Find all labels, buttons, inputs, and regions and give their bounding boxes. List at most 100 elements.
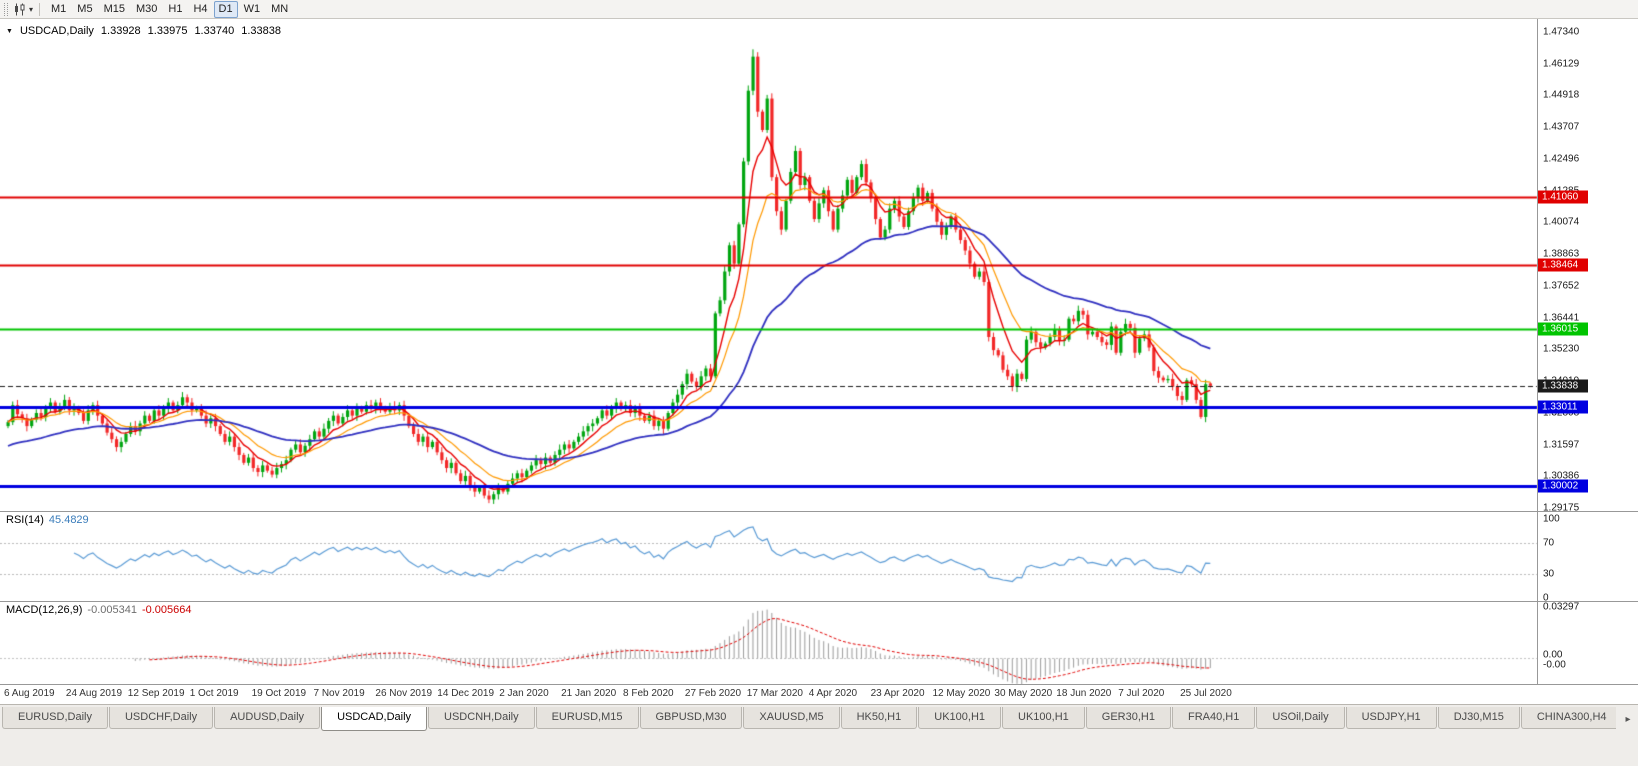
candlestick-chart-icon[interactable] xyxy=(12,3,28,16)
timeframe-button-mn[interactable]: MN xyxy=(271,2,289,15)
date-label: 18 Jun 2020 xyxy=(1056,688,1112,699)
panel-separator-macd[interactable] xyxy=(0,601,1638,602)
ohlc-low: 1.33740 xyxy=(194,25,235,37)
date-label: 7 Nov 2019 xyxy=(313,688,365,699)
support-line-label: 1.36015 xyxy=(1538,322,1588,336)
date-label: 25 Jul 2020 xyxy=(1180,688,1232,699)
date-label: 30 May 2020 xyxy=(994,688,1053,699)
chart-tab-audusd-daily[interactable]: AUDUSD,Daily xyxy=(214,707,321,729)
date-label: 7 Jul 2020 xyxy=(1118,688,1165,699)
date-label: 8 Feb 2020 xyxy=(623,688,674,699)
date-label: 19 Oct 2019 xyxy=(251,688,307,699)
timeframe-button-w1[interactable]: W1 xyxy=(243,2,261,15)
timeframe-button-m5[interactable]: M5 xyxy=(77,2,93,15)
chart-tab-usdchf-daily[interactable]: USDCHF,Daily xyxy=(108,707,214,729)
support-line-label: 1.33011 xyxy=(1538,400,1588,414)
price-tick: 1.40074 xyxy=(1543,216,1580,228)
resistance-line-label: 1.38464 xyxy=(1538,258,1588,272)
rsi-tick: 30 xyxy=(1543,568,1555,580)
support-line-label: 1.30002 xyxy=(1538,479,1588,493)
resistance-line-label: 1.41060 xyxy=(1538,190,1588,204)
macd-tick: 0.03297 xyxy=(1543,601,1580,613)
date-label: 17 Mar 2020 xyxy=(746,688,803,699)
date-label: 24 Aug 2019 xyxy=(65,688,123,699)
chart-tab-fra40-h1[interactable]: FRA40,H1 xyxy=(1171,707,1256,729)
macd-tick: -0.00 xyxy=(1543,659,1566,671)
chart-title: ▼ USDCAD,Daily 1.33928 1.33975 1.33740 1… xyxy=(6,25,281,37)
ohlc-open: 1.33928 xyxy=(100,25,141,37)
rsi-name: RSI(14) xyxy=(6,514,44,526)
chart-tab-bar: EURUSD,Daily USDCHF,Daily AUDUSD,Daily USDC… xyxy=(0,704,1638,766)
rsi-indicator-label: RSI(14) 45.4829 xyxy=(6,514,89,526)
price-tick: 1.46129 xyxy=(1543,58,1580,70)
chart-tab-china300-h4[interactable]: CHINA300,H4 xyxy=(1520,707,1616,729)
timeframe-button-h4[interactable]: H4 xyxy=(193,2,208,15)
timeframe-button-m15[interactable]: M15 xyxy=(103,2,125,15)
chart-tab-uk100-h1[interactable]: UK100,H1 xyxy=(918,707,1002,729)
price-tick: 1.44918 xyxy=(1543,89,1580,101)
timeframe-button-d1[interactable]: D1 xyxy=(213,0,238,18)
price-tick: 1.36441 xyxy=(1543,312,1580,324)
date-label: 23 Apr 2020 xyxy=(870,688,925,699)
toolbar-separator xyxy=(39,2,41,16)
chart-tab-ger30-h1[interactable]: GER30,H1 xyxy=(1085,707,1171,729)
chart-tab-usdcnh-daily[interactable]: USDCNH,Daily xyxy=(428,707,535,729)
macd-signal-value: -0.005664 xyxy=(141,604,192,616)
chart-tab-hk50-h1[interactable]: HK50,H1 xyxy=(840,707,918,729)
date-label: 6 Aug 2019 xyxy=(4,688,55,699)
price-tick: 1.47340 xyxy=(1543,26,1580,38)
price-axis[interactable]: 1.473401.461291.449181.437071.424961.412… xyxy=(1537,19,1638,684)
timeframe-button-group: M1 M5 M15 M30 H1 H4 D1 W1 MN xyxy=(46,0,294,19)
date-axis[interactable]: 6 Aug 2019 24 Aug 2019 12 Sep 2019 1 Oct 20… xyxy=(0,685,1638,704)
date-label: 12 May 2020 xyxy=(932,688,991,699)
rsi-value: 45.4829 xyxy=(48,514,89,526)
chart-tab-xauusd-m5[interactable]: XAUUSD,M5 xyxy=(743,707,840,729)
chart-tabs: EURUSD,Daily USDCHF,Daily AUDUSD,Daily USDC… xyxy=(2,707,1616,733)
panel-separator-dates xyxy=(0,684,1638,685)
date-label: 14 Dec 2019 xyxy=(437,688,495,699)
chart-tab-eurusd-daily[interactable]: EURUSD,Daily xyxy=(2,707,108,729)
panel-separator-rsi[interactable] xyxy=(0,511,1638,512)
chart-menu-triangle-icon[interactable]: ▼ xyxy=(6,27,13,35)
current-price-label: 1.33838 xyxy=(1538,379,1588,393)
price-tick: 1.37652 xyxy=(1543,280,1580,292)
price-tick: 1.43707 xyxy=(1543,121,1580,133)
tab-scroll-right-button[interactable]: ▸ xyxy=(1625,714,1631,725)
chart-symbol-period: USDCAD,Daily xyxy=(19,25,94,37)
macd-main-value: -0.005341 xyxy=(87,604,137,616)
chart-tab-usoil-daily[interactable]: USOil,Daily xyxy=(1256,707,1345,729)
date-label: 26 Nov 2019 xyxy=(375,688,433,699)
toolbar-drag-handle[interactable] xyxy=(4,2,8,16)
price-tick: 1.30386 xyxy=(1543,470,1580,482)
price-tick: 1.29175 xyxy=(1543,502,1580,514)
chart-tab-dj30-m15[interactable]: DJ30,M15 xyxy=(1437,707,1520,729)
chart-type-dropdown-icon[interactable]: ▾ xyxy=(29,4,34,14)
rsi-tick: 0 xyxy=(1543,592,1549,604)
timeframe-button-m30[interactable]: M30 xyxy=(135,2,158,15)
price-tick: 1.31597 xyxy=(1543,439,1580,451)
timeframe-button-h1[interactable]: H1 xyxy=(168,2,183,15)
ohlc-high: 1.33975 xyxy=(147,25,188,37)
chart-tab-eurusd-m15[interactable]: EURUSD,M15 xyxy=(535,707,639,729)
price-tick: 1.35230 xyxy=(1543,343,1580,355)
date-label: 12 Sep 2019 xyxy=(127,688,185,699)
macd-name: MACD(12,26,9) xyxy=(6,604,83,616)
date-label: 21 Jan 2020 xyxy=(561,688,617,699)
date-label: 1 Oct 2019 xyxy=(189,688,239,699)
date-label: 27 Feb 2020 xyxy=(684,688,742,699)
chart-tab-gbpusd-m30[interactable]: GBPUSD,M30 xyxy=(639,707,743,729)
date-label: 2 Jan 2020 xyxy=(499,688,549,699)
rsi-tick: 70 xyxy=(1543,537,1555,549)
price-tick: 1.42496 xyxy=(1543,153,1580,165)
date-label: 4 Apr 2020 xyxy=(808,688,858,699)
macd-tick: 0.00 xyxy=(1543,649,1563,661)
chart-tab-usdjpy-h1[interactable]: USDJPY,H1 xyxy=(1345,707,1437,729)
price-tick: 1.38863 xyxy=(1543,248,1580,260)
chart-tab-usdcad-daily[interactable]: USDCAD,Daily xyxy=(321,707,428,731)
ohlc-close: 1.33838 xyxy=(241,25,281,37)
timeframes-toolbar: ▾ M1 M5 M15 M30 H1 H4 D1 W1 MN xyxy=(0,0,1638,19)
timeframe-button-m1[interactable]: M1 xyxy=(51,2,67,15)
chart-tab-uk100-h1[interactable]: UK100,H1 xyxy=(1002,707,1085,729)
macd-indicator-label: MACD(12,26,9) -0.005341 -0.005664 xyxy=(6,604,192,616)
